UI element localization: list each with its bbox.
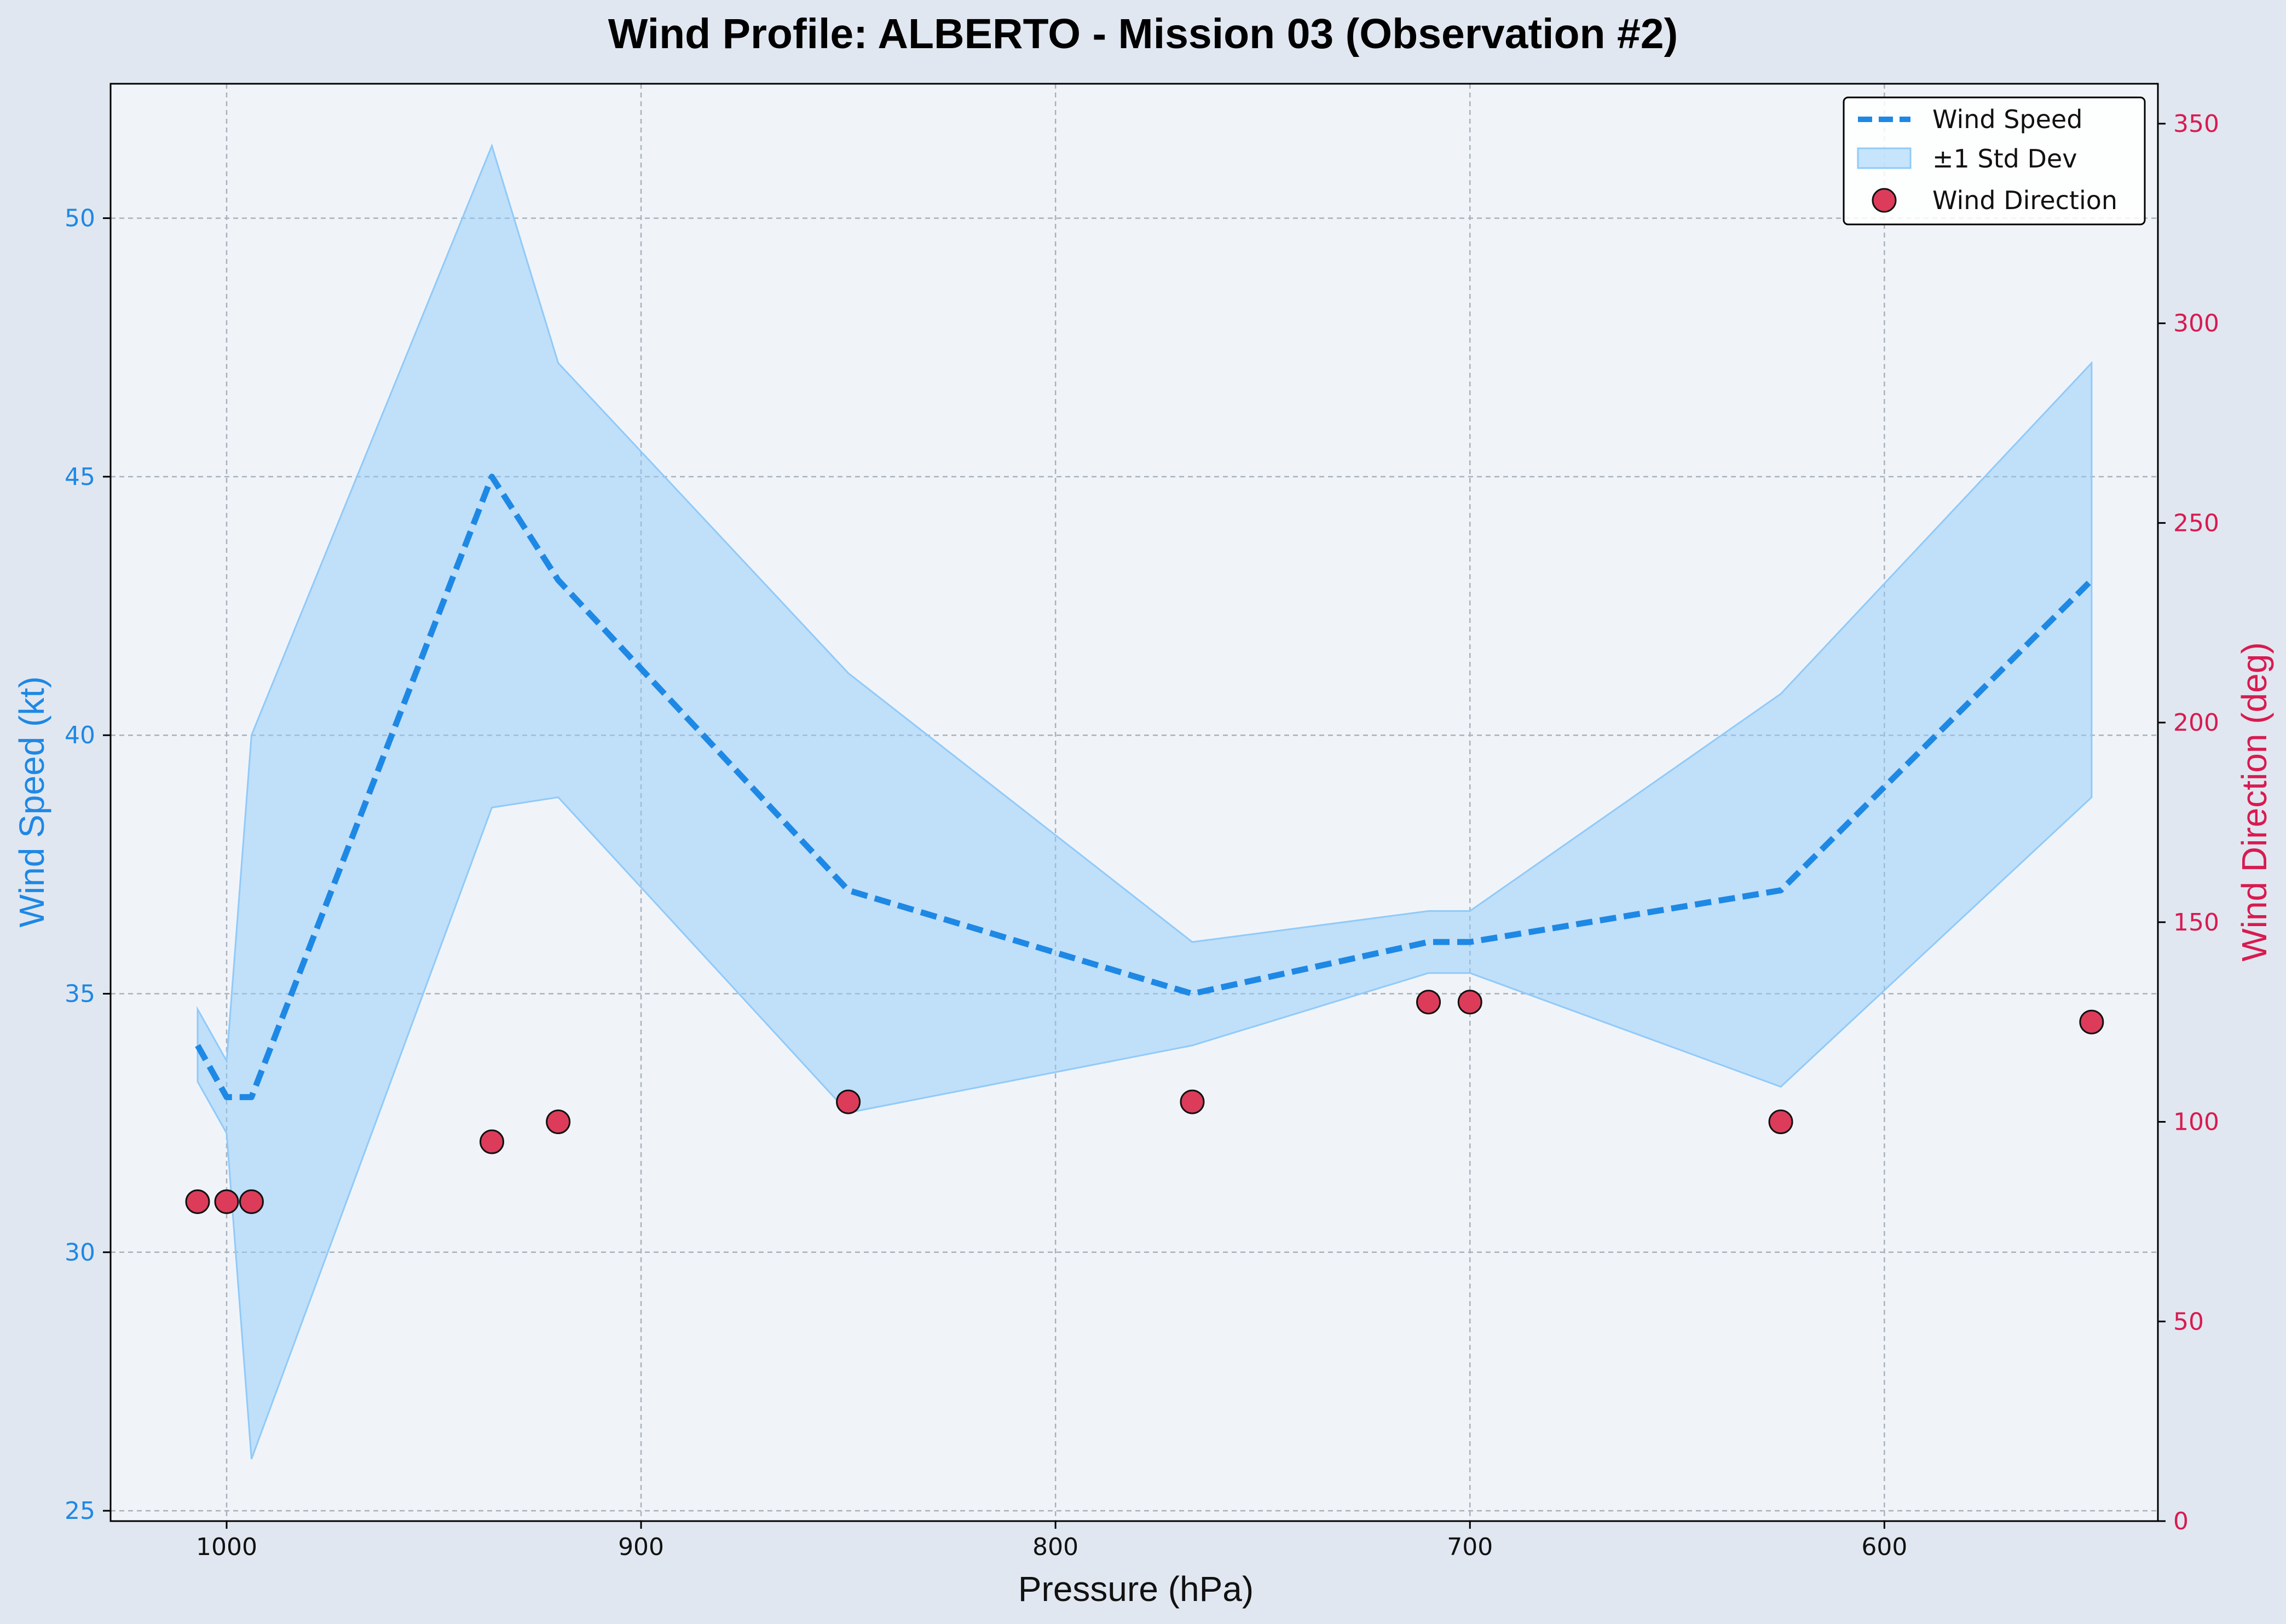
legend-wind-direction-swatch [1872, 188, 1897, 213]
y-right-tick-label: 200 [2173, 709, 2219, 737]
wind-direction-point [1416, 990, 1441, 1015]
wind-direction-series [185, 990, 2104, 1214]
x-axis: 1000 900 800 700 600 [196, 1521, 1907, 1561]
wind-speed-series [195, 473, 2094, 1100]
wind-direction-point [836, 1089, 861, 1114]
legend-std-dev-swatch [1857, 147, 1912, 169]
y-axis-right-label: Wind Direction (deg) [2235, 642, 2274, 961]
wind-direction-point [239, 1189, 264, 1214]
y-right-tick-label: 250 [2173, 509, 2219, 537]
wind-direction-point [185, 1189, 210, 1214]
wind-direction-point [1457, 990, 1482, 1015]
y-right-tick-label: 100 [2173, 1108, 2219, 1136]
y-axis-left-label: Wind Speed (kt) [12, 677, 51, 928]
std-dev-band-group [197, 143, 2093, 1460]
legend-wind-speed-label: Wind Speed [1932, 105, 2082, 134]
y-right-tick-label: 350 [2173, 110, 2219, 138]
y-right-tick-label: 0 [2173, 1507, 2189, 1535]
y-left-tick-label: 45 [65, 463, 95, 491]
y-left-tick-label: 25 [65, 1497, 95, 1525]
legend-wind-direction-label: Wind Direction [1932, 186, 2117, 215]
y-axis-right: 0 50 100 150 200 250 300 350 [2158, 110, 2219, 1535]
x-tick-label: 1000 [196, 1533, 257, 1561]
x-tick-label: 700 [1447, 1533, 1493, 1561]
x-tick-label: 900 [618, 1533, 664, 1561]
wind-direction-point [214, 1189, 239, 1214]
y-right-tick-label: 50 [2173, 1308, 2204, 1336]
legend-box [1843, 96, 2146, 226]
y-left-tick-label: 35 [65, 980, 95, 1008]
x-tick-label: 600 [1861, 1533, 1907, 1561]
wind-direction-point [1180, 1089, 1205, 1114]
std-dev-band [197, 143, 2093, 1460]
y-left-tick-label: 40 [65, 721, 95, 749]
y-axis-left: 25 30 35 40 45 50 [65, 205, 111, 1525]
chart-title: Wind Profile: ALBERTO - Mission 03 (Obse… [608, 10, 1678, 57]
x-tick-label: 800 [1032, 1533, 1078, 1561]
wind-direction-point [480, 1129, 505, 1154]
legend: Wind Speed ±1 Std Dev Wind Direction [1843, 96, 2146, 226]
wind-speed-line [195, 473, 2094, 1100]
y-right-tick-label: 300 [2173, 310, 2219, 338]
y-left-tick-label: 50 [65, 205, 95, 233]
y-right-tick-label: 150 [2173, 909, 2219, 937]
y-left-tick-label: 30 [65, 1239, 95, 1267]
wind-direction-point [1768, 1109, 1793, 1135]
wind-direction-point [546, 1109, 571, 1135]
wind-direction-point [2079, 1009, 2104, 1034]
legend-std-dev-label: ±1 Std Dev [1932, 144, 2077, 174]
x-axis-label: Pressure (hPa) [1018, 1569, 1254, 1609]
plot-frame [109, 83, 2159, 1522]
